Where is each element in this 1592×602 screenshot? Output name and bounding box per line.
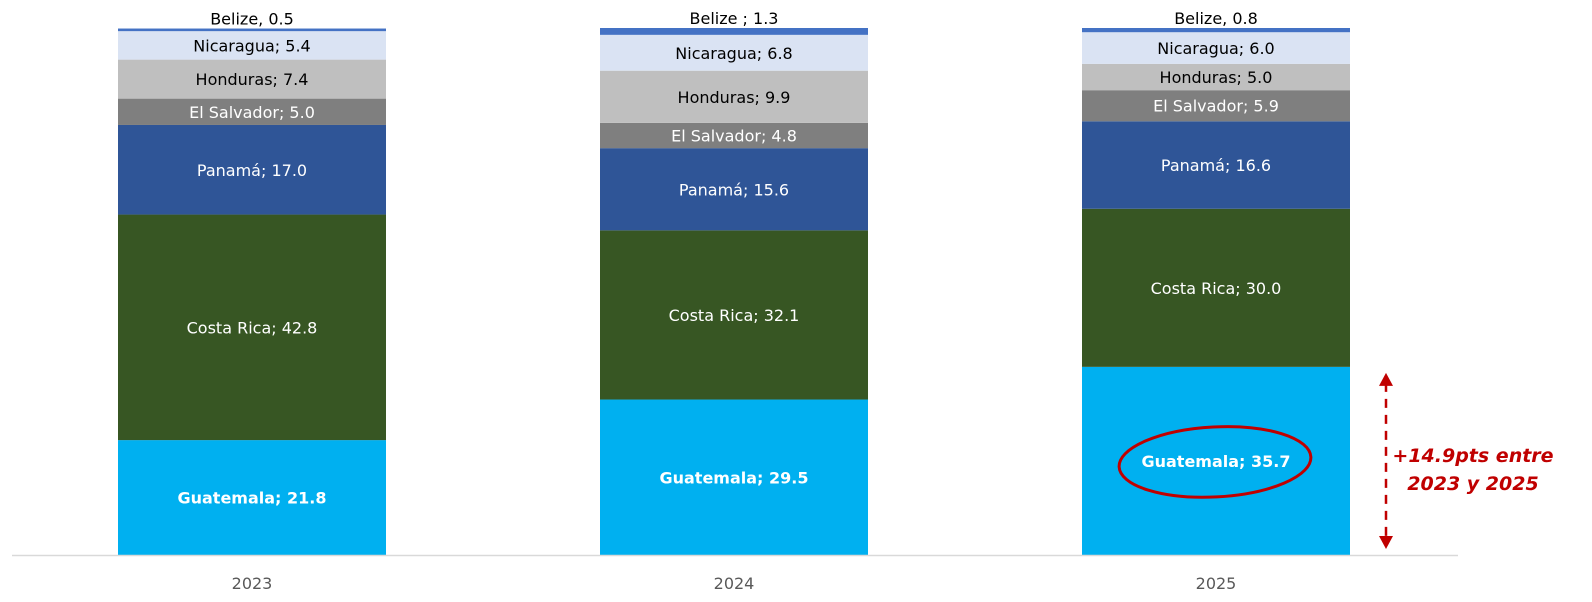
- x-tick-label-2024: 2024: [714, 574, 755, 593]
- arrow-up-icon: [1379, 372, 1393, 386]
- data-label-costa-rica-2025: Costa Rica; 30.0: [1151, 279, 1282, 298]
- bar-belize-2025: [1082, 28, 1350, 33]
- data-label-guatemala-2023: Guatemala; 21.8: [177, 489, 326, 508]
- data-label-el-salvador-2024: El Salvador; 4.8: [671, 127, 797, 146]
- data-label-honduras-2023: Honduras; 7.4: [196, 70, 309, 89]
- data-label-belize-2025: Belize, 0.8: [1174, 9, 1258, 28]
- annotation-line-2: 2023 y 2025: [1407, 473, 1539, 495]
- bar-panama-2025: [1082, 121, 1350, 209]
- bar-nicaragua-2023: [118, 31, 386, 60]
- bar-el-salvador-2023: [118, 98, 386, 125]
- bar-panama-2023: [118, 124, 386, 215]
- bar-costa-rica-2024: [600, 230, 868, 400]
- x-tick-label-2023: 2023: [232, 574, 273, 593]
- bar-nicaragua-2025: [1082, 32, 1350, 64]
- highlight-ellipse: [1117, 425, 1313, 499]
- data-label-honduras-2025: Honduras; 5.0: [1160, 68, 1273, 87]
- bar-costa-rica-2025: [1082, 208, 1350, 367]
- data-labels-layer: Guatemala; 21.8 Costa Rica; 42.8 Panamá; 1…: [177, 9, 1290, 508]
- data-label-el-salvador-2025: El Salvador; 5.9: [1153, 97, 1279, 116]
- x-axis-tick-labels: 2023 2024 2025: [232, 574, 1237, 593]
- bar-belize-2024: [600, 28, 868, 35]
- data-label-nicaragua-2023: Nicaragua; 5.4: [193, 36, 310, 55]
- bar-panama-2024: [600, 148, 868, 231]
- bar-guatemala-2024: [600, 399, 868, 555]
- data-label-guatemala-2025: Guatemala; 35.7: [1141, 452, 1290, 471]
- data-label-panama-2024: Panamá; 15.6: [679, 180, 789, 199]
- data-label-nicaragua-2024: Nicaragua; 6.8: [675, 44, 792, 63]
- data-label-guatemala-2024: Guatemala; 29.5: [659, 468, 808, 487]
- annotation-line-1: +14.9pts entre: [1392, 445, 1554, 467]
- bar-el-salvador-2025: [1082, 90, 1350, 122]
- bar-costa-rica-2023: [118, 214, 386, 441]
- x-tick-label-2025: 2025: [1196, 574, 1237, 593]
- data-label-costa-rica-2023: Costa Rica; 42.8: [187, 318, 318, 337]
- bar-el-salvador-2024: [600, 122, 868, 149]
- data-label-belize-2023: Belize, 0.5: [210, 10, 294, 29]
- data-label-belize-2024: Belize ; 1.3: [690, 9, 779, 28]
- bar-honduras-2023: [118, 59, 386, 99]
- annotation-text: +14.9pts entre 2023 y 2025: [1388, 442, 1558, 498]
- bar-honduras-2024: [600, 70, 868, 123]
- data-label-panama-2025: Panamá; 16.6: [1161, 156, 1271, 175]
- data-label-costa-rica-2024: Costa Rica; 32.1: [669, 306, 800, 325]
- growth-annotation: [1117, 372, 1393, 549]
- bar-guatemala-2023: [118, 440, 386, 555]
- arrow-down-icon: [1379, 536, 1393, 549]
- data-label-el-salvador-2023: El Salvador; 5.0: [189, 103, 315, 122]
- bar-honduras-2025: [1082, 63, 1350, 91]
- bars-layer: [118, 28, 1350, 555]
- bar-guatemala-2025: [1082, 366, 1350, 555]
- data-label-honduras-2024: Honduras; 9.9: [678, 88, 791, 107]
- data-label-panama-2023: Panamá; 17.0: [197, 161, 307, 180]
- bar-nicaragua-2024: [600, 34, 868, 71]
- bar-belize-2023: [118, 28, 386, 32]
- data-label-nicaragua-2025: Nicaragua; 6.0: [1157, 39, 1274, 58]
